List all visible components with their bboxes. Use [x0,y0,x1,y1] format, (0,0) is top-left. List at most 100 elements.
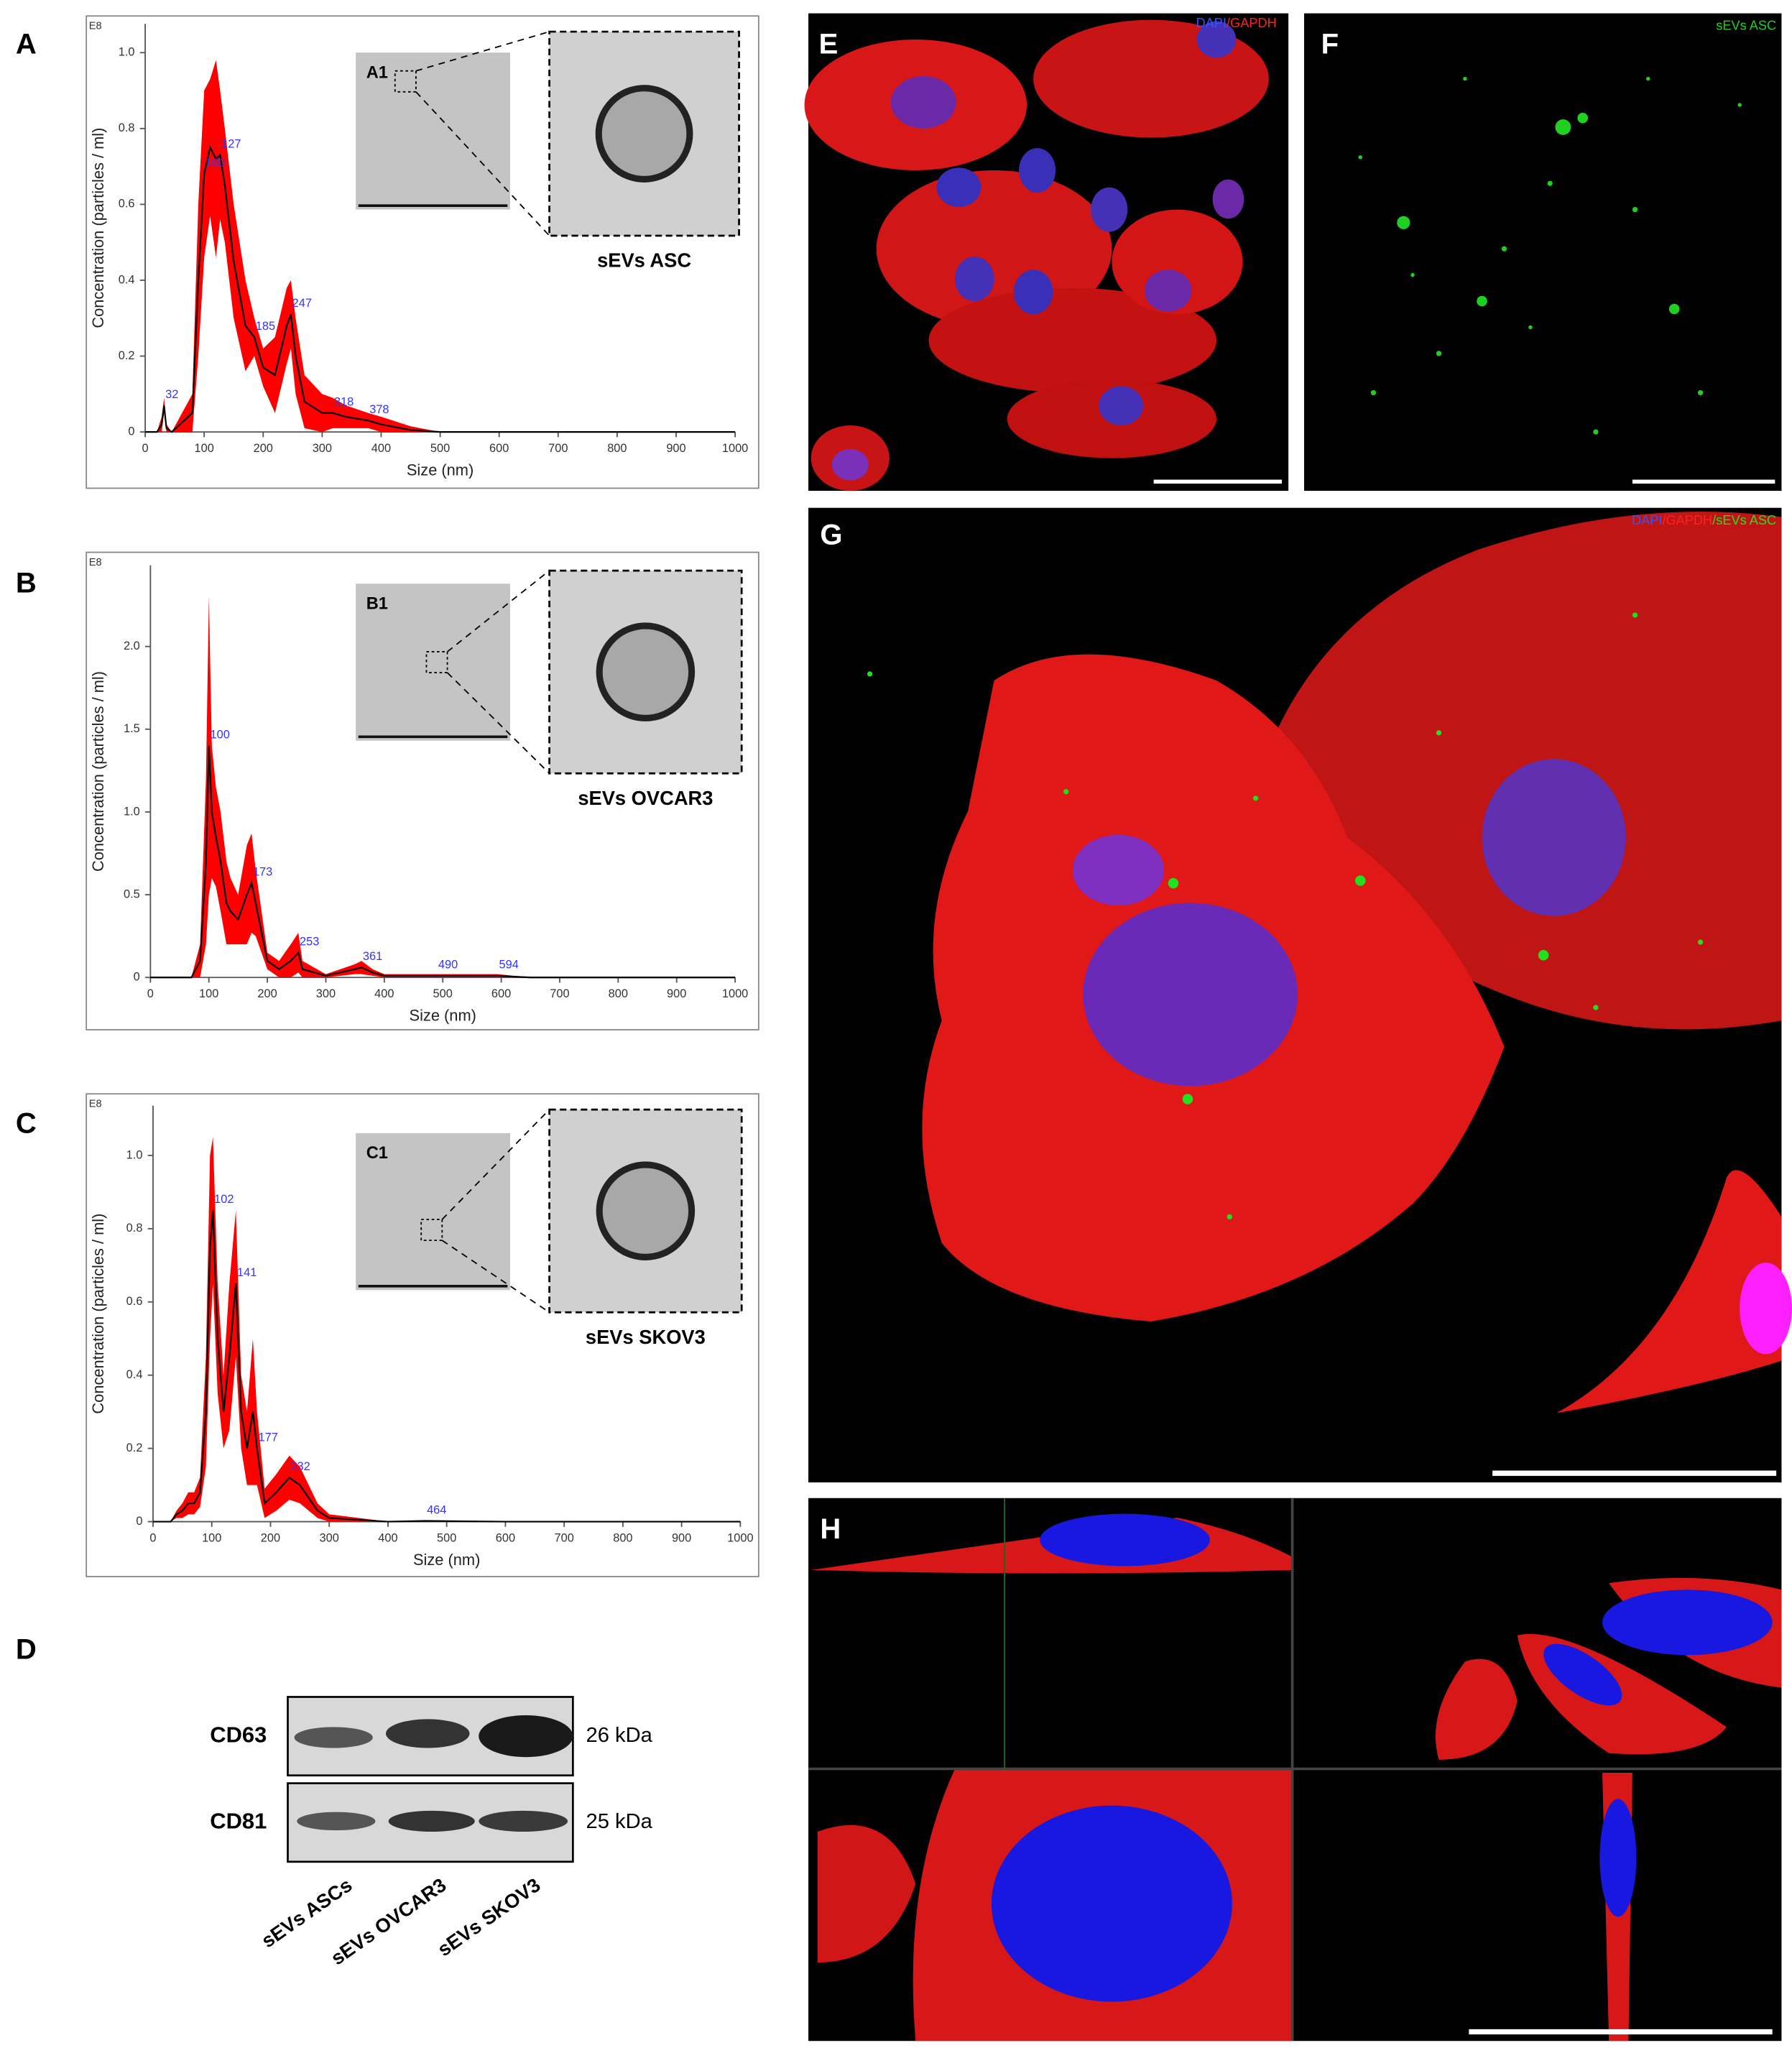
peak-label: 141 [237,1266,257,1279]
panel-label: C [16,1108,37,1140]
nucleus [1019,148,1056,193]
inset-caption: sEVs SKOV3 [586,1326,706,1348]
vesicle [595,85,693,183]
cell-section [817,1824,916,1963]
x-tick-label: 400 [378,1532,397,1545]
x-tick-label: 600 [489,442,509,455]
nucleus [1083,903,1298,1087]
x-tick-label: 600 [496,1532,515,1545]
size-label: 25 kDa [586,1810,653,1833]
panel-letters: A B C D [16,29,37,1666]
y-tick-label: 0.2 [119,349,135,362]
x-tick-label: 700 [548,442,568,455]
tem-image [356,583,510,741]
error-band [145,60,736,433]
inset-label: C1 [366,1144,388,1163]
x-tick-label: 0 [142,442,149,455]
inset-label: B1 [366,595,388,614]
peak-label: 100 [211,729,230,742]
error-band [152,1137,741,1522]
x-tick-label: 1000 [727,1532,753,1545]
nucleus [1072,834,1165,906]
peak-label: 232 [290,1460,310,1473]
nucleus [1144,269,1192,312]
nucleus [936,167,982,207]
mean-line [152,1210,741,1523]
error-band [150,596,736,978]
x-tick-label: 200 [254,442,273,455]
nucleus [1196,21,1237,58]
x-axis-title: Size (nm) [407,461,474,479]
peak-label: 464 [427,1503,446,1516]
stain-sevs: /sEVs ASC [1712,513,1776,527]
protein-label: CD81 [210,1808,267,1833]
tem-image [356,1132,510,1291]
y-tick-label: 0.8 [119,121,135,134]
nucleus [1602,1590,1773,1656]
x-tick-label: 200 [257,987,277,1000]
peak-label: 378 [369,403,389,416]
micrograph-g: G DAPI/GAPDH/sEVs ASC [808,507,1792,1482]
nucleus [1212,179,1244,219]
nucleus [954,257,994,302]
x-tick-label: 100 [199,987,218,1000]
x-tick-label: 800 [607,442,627,455]
peak-label: 247 [292,297,312,310]
x-tick-label: 800 [609,987,628,1000]
y-axis-title: Concentration (particles / ml) [89,128,107,328]
y-tick-label: 2.0 [124,640,140,652]
stain-dapi: DAPI [1196,16,1227,30]
mean-line [145,145,736,433]
panel-label: A [16,29,37,60]
y-multiplier: E8 [89,21,102,32]
zoom-connector [415,91,550,236]
x-tick-label: 100 [202,1532,221,1545]
x-tick-label: 1000 [722,987,748,1000]
panel-label: E [819,29,839,60]
ntа-chart: 0 0.2 0.4 0.6 0.8 1.0 0 100 200 300 400 500 600 700 80… [86,1093,759,1577]
zoom-connector [441,1109,550,1220]
x-tick-label: 1000 [722,442,748,455]
band [294,1727,373,1748]
x-tick-label: 300 [313,442,332,455]
panel-label: D [16,1633,37,1665]
y-multiplier: E8 [89,557,102,568]
stain-dapi: DAPI [1632,513,1662,527]
protein-label: CD63 [210,1722,267,1747]
cell [1556,1170,1782,1413]
x-tick-label: 400 [371,442,391,455]
inset-label: A1 [366,64,388,83]
nucleus [1040,1513,1210,1567]
x-tick-label: 800 [613,1532,632,1545]
y-axis-title: Concentration (particles / ml) [89,671,107,872]
zoom-connector [447,570,550,652]
x-tick-label: 100 [195,442,214,455]
nucleus [1740,1263,1792,1355]
zoom-connector [441,1240,550,1314]
x-tick-label: 500 [437,1532,456,1545]
image-frame [1303,13,1782,492]
y-tick-label: 0.5 [124,887,140,900]
x-tick-label: 300 [320,1532,339,1545]
y-axis-title: Concentration (particles / ml) [89,1214,107,1414]
peak-label: 177 [258,1431,277,1444]
cell [876,170,1112,328]
y-tick-label: 0 [128,425,134,438]
stain-label: DAPI/GAPDH/sEVs ASC [1632,513,1776,527]
micrograph-f: F sEVs ASC [1303,13,1782,492]
nucleus [1599,1799,1637,1917]
nucleus [890,75,956,129]
band [479,1715,573,1758]
stain-gapdh: /GAPDH [1662,513,1712,527]
x-tick-label: 200 [261,1532,280,1545]
band [479,1810,568,1832]
micrograph-e: E DAPI/GAPDH [804,13,1289,492]
cell [928,287,1217,393]
nucleus [1013,269,1053,315]
ntа-chart: 0 0.2 0.4 0.6 0.8 1.0 0 100 200 300 400 500 600 700 80… [86,15,759,489]
stain-label: sEVs ASC [1716,19,1776,33]
peak-label: 594 [499,959,519,972]
y-tick-label: 1.0 [124,805,140,818]
peak-label: 32 [165,388,178,401]
